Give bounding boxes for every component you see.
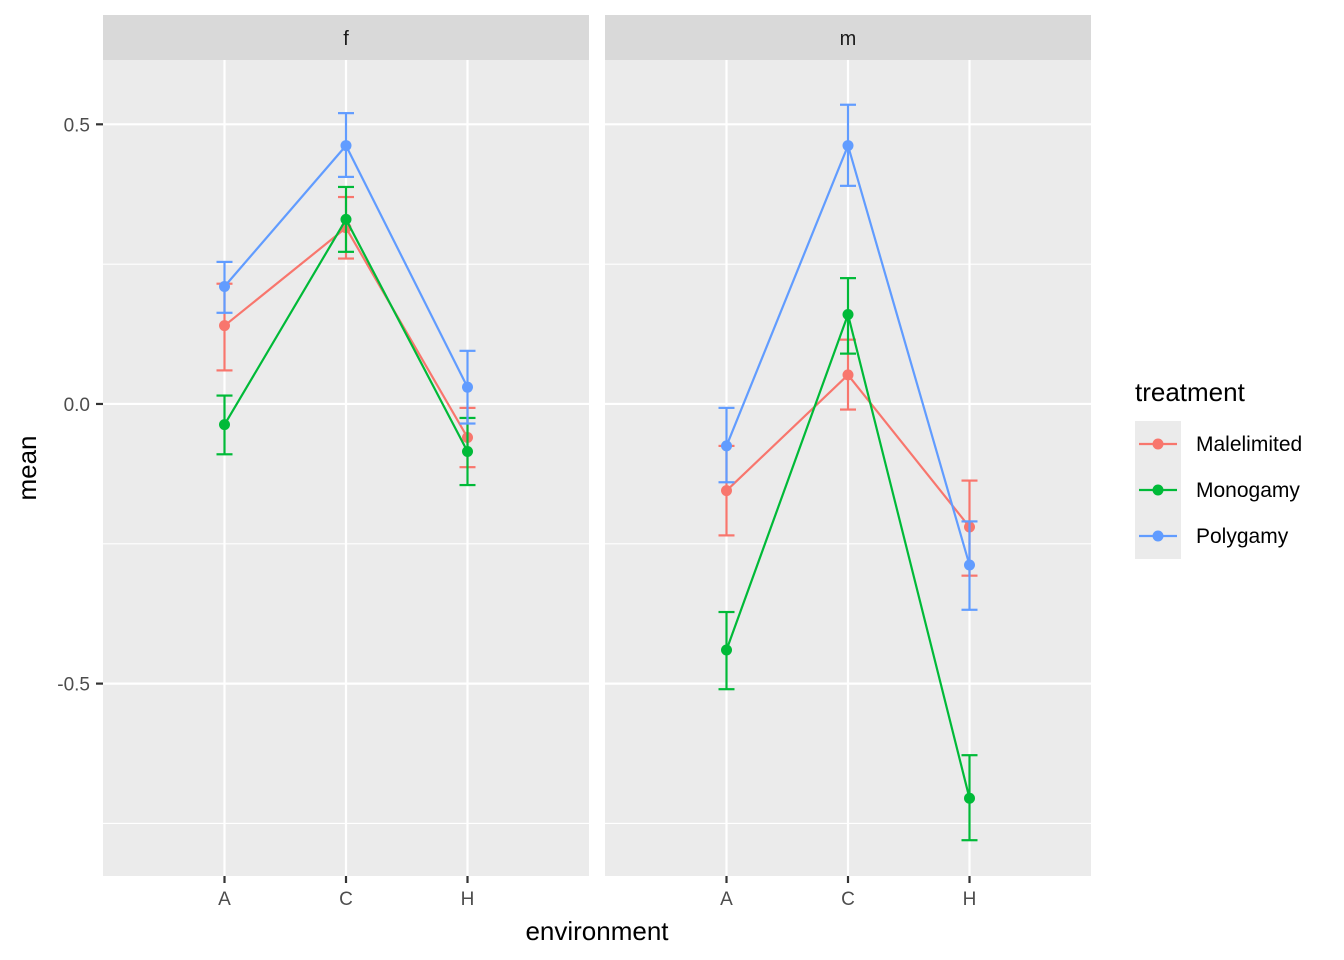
x-tick-label-m-C: C bbox=[841, 889, 855, 910]
legend-label-polygamy: Polygamy bbox=[1196, 525, 1289, 548]
x-tick-label-f-A: A bbox=[218, 889, 231, 910]
legend-key-point-malelimited bbox=[1152, 438, 1164, 450]
facet-strip-label-m: m bbox=[840, 28, 857, 50]
y-tick-label-1: 0.0 bbox=[64, 395, 90, 416]
x-tick-label-m-H: H bbox=[963, 889, 977, 910]
facet-panel-f: f bbox=[103, 15, 589, 876]
legend: treatment Malelimited Monogamy Polygamy bbox=[1135, 377, 1302, 559]
data-point-monogamy-f-C bbox=[340, 213, 352, 225]
data-point-malelimited-f-A bbox=[219, 320, 230, 332]
x-axis-title: environment bbox=[525, 916, 669, 946]
data-point-monogamy-f-H bbox=[462, 446, 473, 458]
data-point-polygamy-f-C bbox=[340, 140, 352, 152]
y-axis: -0.5 0.0 0.5 bbox=[57, 115, 103, 696]
series-group-m bbox=[718, 103, 978, 842]
legend-key-point-monogamy bbox=[1152, 484, 1164, 496]
data-point-monogamy-m-A bbox=[721, 644, 732, 656]
legend-label-monogamy: Monogamy bbox=[1196, 479, 1300, 502]
x-tick-label-f-H: H bbox=[461, 889, 475, 910]
data-point-monogamy-f-A bbox=[219, 419, 230, 431]
y-axis-title: mean bbox=[12, 435, 42, 500]
data-point-polygamy-f-H bbox=[462, 381, 473, 393]
y-tick-label-0: -0.5 bbox=[57, 675, 90, 696]
x-tick-label-f-C: C bbox=[339, 889, 353, 910]
x-tick-label-m-A: A bbox=[720, 889, 733, 910]
facet-strip-f bbox=[103, 15, 589, 60]
data-point-polygamy-m-A bbox=[721, 440, 732, 452]
data-point-polygamy-f-A bbox=[219, 281, 230, 293]
legend-title: treatment bbox=[1135, 377, 1246, 407]
data-point-polygamy-m-C bbox=[842, 140, 854, 152]
facet-strip-label-f: f bbox=[343, 28, 349, 50]
data-point-monogamy-m-C bbox=[842, 308, 854, 320]
facet-panel-m: m bbox=[605, 15, 1091, 876]
data-point-malelimited-m-A bbox=[721, 485, 732, 497]
legend-key-point-polygamy bbox=[1152, 530, 1164, 542]
data-point-polygamy-m-H bbox=[964, 559, 975, 571]
legend-label-malelimited: Malelimited bbox=[1196, 433, 1302, 456]
facet-strip-m bbox=[605, 15, 1091, 60]
data-point-malelimited-m-C bbox=[842, 369, 854, 381]
data-point-monogamy-m-H bbox=[964, 792, 975, 804]
series-group-f bbox=[216, 112, 476, 487]
y-tick-label-2: 0.5 bbox=[64, 115, 90, 136]
